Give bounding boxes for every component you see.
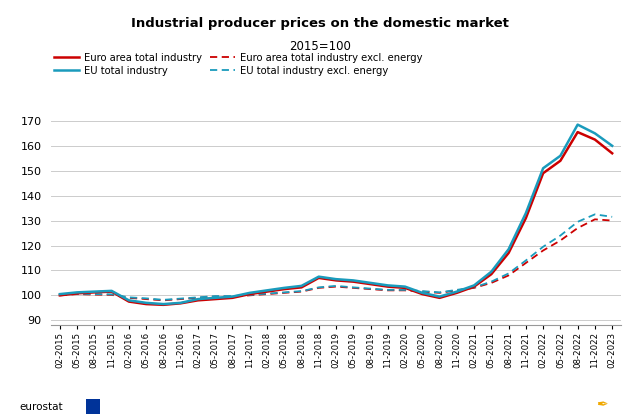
- Text: Industrial producer prices on the domestic market: Industrial producer prices on the domest…: [131, 17, 509, 30]
- Legend: Euro area total industry, EU total industry, Euro area total industry excl. ener: Euro area total industry, EU total indus…: [50, 49, 426, 80]
- Text: 2015=100: 2015=100: [289, 40, 351, 53]
- Text: eurostat: eurostat: [19, 402, 63, 412]
- Text: ✒: ✒: [596, 398, 608, 412]
